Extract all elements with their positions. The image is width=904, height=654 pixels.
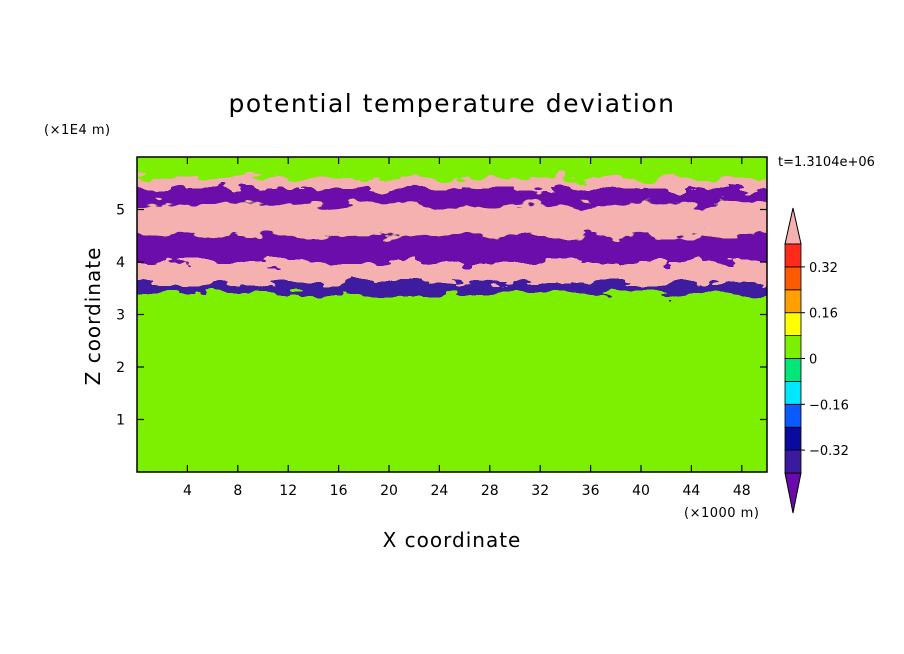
x-tick-label: 16: [330, 483, 348, 499]
y-tick-label: 4: [116, 255, 125, 271]
field-band-5: [137, 204, 767, 236]
field-band-4: [137, 235, 767, 262]
colorbar-swatch: [784, 312, 802, 337]
x-tick-label: 44: [682, 483, 700, 499]
colorbar: −0.32 −0.16 0 0.16 0.32: [784, 207, 849, 514]
contour-field: [137, 157, 767, 472]
chart-title: potential temperature deviation: [229, 89, 676, 118]
colorbar-swatch: [784, 358, 802, 382]
colorbar-swatch: [784, 335, 802, 359]
x-tick-label: 8: [233, 483, 242, 499]
plot-area: [137, 157, 767, 472]
x-axis-unit: (×1000 m): [684, 506, 759, 521]
field-band-0: [137, 440, 767, 472]
y-tick-label: 2: [116, 360, 125, 376]
y-tick-label: 3: [116, 308, 125, 324]
x-tick-label: 4: [183, 483, 192, 499]
colorbar-over-triangle: [784, 207, 802, 245]
x-tick-label: 28: [481, 483, 499, 499]
field-band-8: [137, 157, 767, 178]
x-tick-label: 24: [430, 483, 448, 499]
field-band-6: [137, 188, 767, 205]
y-axis-unit: (×1E4 m): [44, 123, 111, 138]
colorbar-swatch: [784, 426, 802, 451]
field-band-3: [137, 262, 767, 283]
x-tick-label: 20: [380, 483, 398, 499]
field-band-2: [137, 283, 767, 294]
colorbar-tick-label: 0: [809, 353, 817, 368]
x-tick-label: 36: [582, 483, 600, 499]
y-axis-label: Z coordinate: [81, 247, 105, 386]
time-annotation: t=1.3104e+06: [778, 155, 875, 170]
x-axis-ticks: 4 8 12 16 20 24 28 32 36 40 44 48: [183, 157, 751, 499]
y-tick-label: 5: [116, 203, 125, 219]
colorbar-swatch: [784, 243, 802, 268]
x-tick-label: 48: [733, 483, 751, 499]
colorbar-swatch: [784, 403, 802, 428]
colorbar-swatch: [784, 449, 802, 474]
colorbar-swatch: [784, 380, 802, 405]
colorbar-tick-label: −0.32: [809, 444, 849, 459]
colorbar-under-triangle: [784, 472, 802, 514]
colorbar-swatch: [784, 266, 802, 291]
colorbar-tick-label: 0.32: [809, 261, 838, 276]
x-tick-label: 12: [279, 483, 297, 499]
colorbar-swatch: [784, 289, 802, 314]
y-tick-label: 1: [116, 413, 125, 429]
colorbar-tick-label: 0.16: [809, 307, 838, 322]
x-tick-label: 32: [531, 483, 549, 499]
field-band-7: [137, 178, 767, 189]
x-tick-label: 40: [632, 483, 650, 499]
x-axis-label: X coordinate: [383, 528, 522, 552]
colorbar-tick-label: −0.16: [809, 398, 849, 413]
field-band-1: [137, 293, 767, 441]
y-axis-ticks: 1 2 3 4 5: [116, 203, 767, 429]
